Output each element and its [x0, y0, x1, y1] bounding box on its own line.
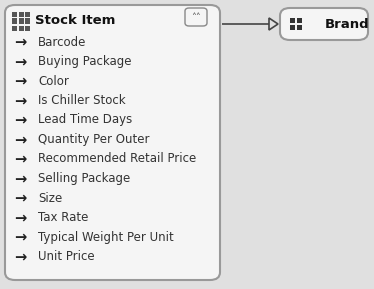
Text: Brand: Brand — [325, 18, 370, 31]
Text: →: → — [14, 132, 26, 147]
Bar — [18, 12, 24, 16]
Text: Tax Rate: Tax Rate — [38, 211, 88, 224]
Text: →: → — [14, 171, 26, 186]
Text: Buying Package: Buying Package — [38, 55, 132, 68]
Bar — [18, 18, 24, 23]
Text: Stock Item: Stock Item — [35, 14, 115, 27]
Bar — [12, 25, 16, 31]
Text: Color: Color — [38, 75, 69, 88]
Bar — [12, 12, 16, 16]
Bar — [25, 25, 31, 31]
Text: →: → — [14, 210, 26, 225]
Text: Typical Weight Per Unit: Typical Weight Per Unit — [38, 231, 174, 244]
Bar — [25, 18, 31, 23]
Text: →: → — [14, 54, 26, 69]
Polygon shape — [269, 18, 278, 30]
Bar — [25, 12, 31, 16]
Text: Is Chiller Stock: Is Chiller Stock — [38, 94, 126, 107]
FancyBboxPatch shape — [280, 8, 368, 40]
Bar — [12, 18, 16, 23]
Text: →: → — [14, 249, 26, 264]
Text: Quantity Per Outer: Quantity Per Outer — [38, 133, 150, 146]
Bar — [297, 18, 302, 23]
Text: Barcode: Barcode — [38, 36, 86, 49]
Text: →: → — [14, 190, 26, 205]
Text: ˄˄: ˄˄ — [191, 13, 201, 23]
Text: Recommended Retail Price: Recommended Retail Price — [38, 153, 196, 166]
Text: Unit Price: Unit Price — [38, 250, 95, 263]
Text: →: → — [14, 73, 26, 88]
Text: →: → — [14, 34, 26, 49]
Text: →: → — [14, 112, 26, 127]
Text: →: → — [14, 93, 26, 108]
Bar — [290, 25, 295, 30]
Text: Lead Time Days: Lead Time Days — [38, 114, 132, 127]
FancyBboxPatch shape — [185, 8, 207, 26]
Bar — [18, 25, 24, 31]
Text: →: → — [14, 151, 26, 166]
FancyBboxPatch shape — [5, 5, 220, 280]
Text: Selling Package: Selling Package — [38, 172, 130, 185]
Bar — [290, 18, 295, 23]
Bar — [297, 25, 302, 30]
Text: Size: Size — [38, 192, 62, 205]
Text: →: → — [14, 229, 26, 244]
